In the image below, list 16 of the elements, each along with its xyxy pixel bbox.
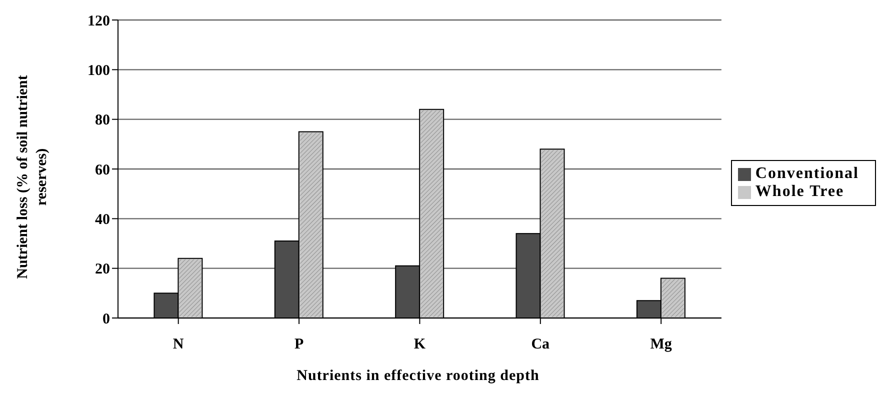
x-tick-label: Mg (650, 336, 672, 353)
x-tick-label: K (414, 336, 426, 353)
y-tick-label: 80 (95, 112, 110, 129)
x-tick-label: Ca (531, 336, 550, 353)
y-tick-label: 120 (88, 13, 110, 30)
legend-label: Whole Tree (755, 183, 844, 200)
y-tick-label: 20 (95, 262, 110, 278)
x-tick-label: P (294, 336, 304, 353)
y-axis-title: Nutrient loss (% of soil nutrient reserves) (14, 74, 51, 281)
y-tick-label: 60 (95, 162, 110, 178)
x-axis-title: Nutrients in effective rooting depth (296, 368, 540, 385)
y-tick-label: 40 (95, 212, 110, 228)
legend-label: Conventional (755, 165, 859, 182)
y-tick-label: 0 (102, 311, 110, 328)
y-tick-label: 100 (88, 62, 110, 79)
x-tick-label: N (172, 336, 184, 353)
